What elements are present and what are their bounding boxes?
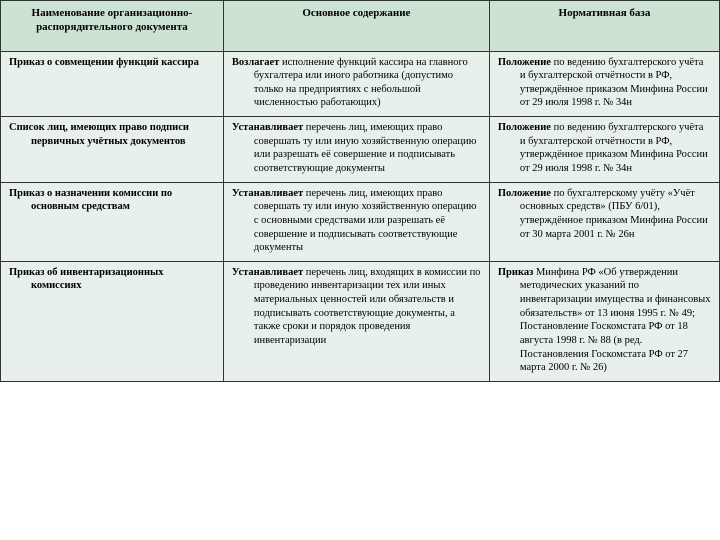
cell-bold: Положение — [498, 188, 551, 199]
cell-bold: Устанавливает — [232, 122, 303, 133]
cell-c3: Положение по ведению бухгалтерского учёт… — [489, 117, 719, 183]
cell-c2: Устанавливает перечень лиц, имеющих прав… — [223, 182, 489, 261]
table-row: Приказ о совмещении функций кассира Возла… — [1, 51, 720, 117]
cell-bold: Положение — [498, 122, 551, 133]
cell-c1: Приказ о совмещении функций кассира — [1, 51, 224, 117]
cell-c1: Приказ о назначении комиссии по основным… — [1, 182, 224, 261]
cell-c1: Приказ об инвентаризационных комиссиях — [1, 261, 224, 381]
cell-c3: Положение по бухгалтерскому учёту «Учёт … — [489, 182, 719, 261]
cell-c3: Приказ Минфина РФ «Об утверждении методи… — [489, 261, 719, 381]
cell-bold: Возлагает — [232, 57, 279, 68]
cell-c3: Положение по ведению бухгалтерского учёт… — [489, 51, 719, 117]
header-row: Наименование организационно-распорядител… — [1, 1, 720, 52]
table-row: Приказ о назначении комиссии по основным… — [1, 182, 720, 261]
table-row: Приказ об инвентаризационных комиссиях Ус… — [1, 261, 720, 381]
cell-c2: Возлагает исполнение функций кассира на … — [223, 51, 489, 117]
header-c1: Наименование организационно-распорядител… — [1, 1, 224, 52]
cell-bold: Приказ о совмещении функций кассира — [9, 57, 199, 68]
cell-bold: Устанавливает — [232, 267, 303, 278]
cell-bold: Приказ — [498, 267, 533, 278]
document-table: Наименование организационно-распорядител… — [0, 0, 720, 382]
table-body: Приказ о совмещении функций кассира Возла… — [1, 51, 720, 381]
table-row: Список лиц, имеющих право подписи первич… — [1, 117, 720, 183]
cell-c1: Список лиц, имеющих право подписи первич… — [1, 117, 224, 183]
cell-bold: Приказ об инвентаризационных комиссиях — [9, 267, 163, 292]
header-c2: Основное содержание — [223, 1, 489, 52]
cell-rest: исполнение функций кассира на главного б… — [254, 57, 468, 109]
cell-c2: Устанавливает перечень лиц, имеющих прав… — [223, 117, 489, 183]
cell-rest: перечень лиц, входящих в комиссии по про… — [254, 267, 481, 346]
cell-rest: Минфина РФ «Об утверждении методических … — [520, 267, 711, 373]
cell-bold: Приказ о назначении комиссии по основным… — [9, 188, 172, 213]
cell-bold: Список лиц, имеющих право подписи первич… — [9, 122, 189, 147]
cell-bold: Положение — [498, 57, 551, 68]
cell-bold: Устанавливает — [232, 188, 303, 199]
cell-c2: Устанавливает перечень лиц, входящих в к… — [223, 261, 489, 381]
header-c3: Нормативная база — [489, 1, 719, 52]
